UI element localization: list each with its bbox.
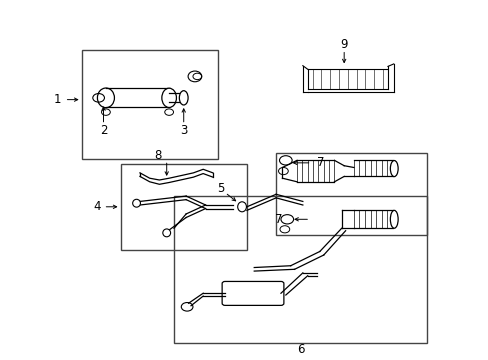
- Text: 2: 2: [100, 124, 107, 137]
- Ellipse shape: [132, 199, 140, 207]
- Ellipse shape: [237, 202, 246, 212]
- Bar: [276, 153, 426, 235]
- Text: 8: 8: [154, 149, 162, 162]
- Ellipse shape: [97, 88, 114, 108]
- Ellipse shape: [389, 161, 397, 177]
- Text: 7: 7: [275, 213, 282, 226]
- Text: 6: 6: [296, 343, 304, 356]
- Text: 9: 9: [340, 39, 347, 51]
- Ellipse shape: [389, 210, 397, 228]
- Bar: [120, 164, 246, 249]
- Text: 1: 1: [54, 93, 61, 106]
- Text: 5: 5: [217, 183, 224, 195]
- Ellipse shape: [163, 229, 170, 237]
- Ellipse shape: [188, 71, 201, 82]
- Ellipse shape: [162, 88, 176, 108]
- Bar: [81, 50, 217, 158]
- FancyBboxPatch shape: [222, 282, 284, 305]
- Text: 4: 4: [93, 200, 100, 213]
- Text: 3: 3: [180, 124, 187, 137]
- Ellipse shape: [179, 91, 188, 105]
- Text: 7: 7: [317, 156, 324, 169]
- Bar: [174, 196, 426, 342]
